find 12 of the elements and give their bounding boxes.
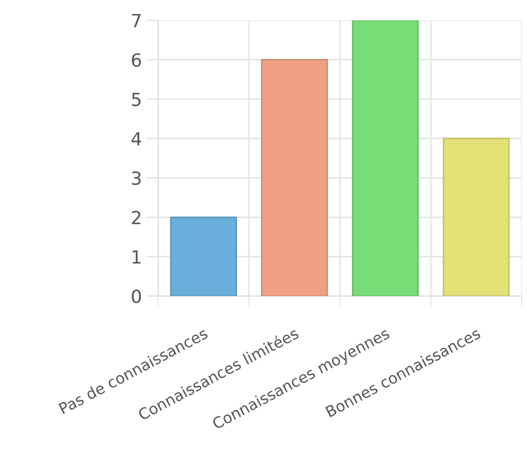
bar	[352, 20, 419, 296]
bar	[442, 138, 510, 296]
y-tick-label: 3	[132, 171, 141, 186]
y-tick-label: 2	[132, 210, 140, 224]
bar	[170, 216, 237, 296]
bar	[261, 59, 328, 296]
y-tick-label: 4	[132, 132, 142, 146]
y-tick-label: 7	[132, 14, 141, 28]
y-tick-label: 1	[132, 250, 140, 264]
y-tick-label: 5	[132, 92, 141, 106]
y-tick-label: 0	[132, 290, 141, 304]
y-tick-label: 6	[132, 53, 141, 67]
